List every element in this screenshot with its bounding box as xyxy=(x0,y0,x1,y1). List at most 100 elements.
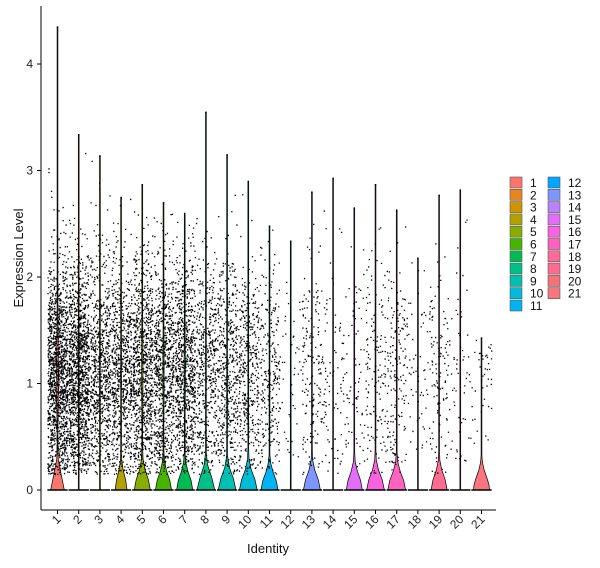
legend-swatch xyxy=(547,176,561,189)
cell-points-9 xyxy=(216,154,239,475)
axes xyxy=(40,6,496,511)
x-tick-label: 9 xyxy=(219,512,234,527)
legend-swatch xyxy=(509,238,523,250)
x-ticks: 1 2 3 4 5 6 7 8 9 10 11 12 13 14 15 16 17 18 19 20 21 xyxy=(49,510,488,532)
violin-group-11 xyxy=(259,225,281,491)
legend-item-13: 13 xyxy=(547,188,582,202)
x-tick-label: 3 xyxy=(91,512,106,527)
legend-item-4: 4 xyxy=(509,213,537,227)
legend-swatch xyxy=(547,189,561,201)
legend-swatch xyxy=(547,238,561,250)
legend-swatch xyxy=(509,287,523,300)
violin-group-15 xyxy=(344,207,366,491)
legend-swatch xyxy=(509,213,523,226)
legend-label: 18 xyxy=(568,250,582,264)
violin-group-1 xyxy=(47,26,69,491)
cell-points-2 xyxy=(68,134,91,475)
legend-swatch xyxy=(547,213,561,226)
x-tick-label: 11 xyxy=(257,512,276,531)
legend-item-5: 5 xyxy=(509,225,537,239)
x-tick-label: 2 xyxy=(70,512,85,527)
violin-14 xyxy=(332,177,334,491)
x-tick-label: 13 xyxy=(299,512,319,532)
x-tick-label: 1 xyxy=(49,512,64,527)
cell-points-11 xyxy=(259,225,281,475)
legend-swatch xyxy=(547,201,561,213)
legend-swatch xyxy=(509,299,523,312)
legend-label: 4 xyxy=(530,213,537,227)
legend-item-10: 10 xyxy=(509,287,544,301)
cell-points-5 xyxy=(132,184,154,475)
cell-points-3 xyxy=(89,155,112,475)
legend-swatch xyxy=(547,225,561,238)
y-tick-label: 0 xyxy=(26,483,33,497)
legend-label: 11 xyxy=(530,299,543,313)
x-tick-label: 20 xyxy=(447,512,467,532)
violin-group-3 xyxy=(89,155,112,491)
violin-group-20 xyxy=(450,189,472,491)
x-tick-label: 12 xyxy=(277,512,297,532)
legend-item-6: 6 xyxy=(509,238,537,252)
cell-points-6 xyxy=(153,202,175,475)
legend-label: 3 xyxy=(530,201,537,215)
legend-item-9: 9 xyxy=(509,274,537,288)
violin-group-19 xyxy=(428,194,451,491)
violin-group-21 xyxy=(471,337,493,491)
x-tick-label: 7 xyxy=(176,512,191,527)
violin-group-18 xyxy=(407,257,429,491)
x-tick-label: 10 xyxy=(235,512,255,532)
legend-item-7: 7 xyxy=(509,250,537,264)
legend-swatch xyxy=(509,176,523,189)
legend-label: 7 xyxy=(530,250,537,264)
legend-swatch xyxy=(547,287,561,300)
violin-group-8 xyxy=(195,111,218,491)
legend-item-8: 8 xyxy=(509,262,537,276)
legend-item-15: 15 xyxy=(547,213,582,227)
violin-13 xyxy=(302,191,321,491)
legend-swatch xyxy=(547,262,561,275)
violin-21 xyxy=(473,337,490,491)
cell-points-10 xyxy=(238,181,260,475)
legend-item-21: 21 xyxy=(547,287,582,301)
cell-points-1 xyxy=(47,26,69,476)
legend-item-18: 18 xyxy=(547,250,582,264)
legend-swatch xyxy=(547,250,561,263)
x-tick-label: 16 xyxy=(362,512,382,532)
legend-label: 6 xyxy=(530,238,537,252)
legend-label: 14 xyxy=(568,201,582,215)
y-ticks: 0 1 2 3 4 xyxy=(26,57,41,497)
cell-points-16 xyxy=(365,184,387,474)
violin-group-9 xyxy=(216,154,239,491)
x-axis-title: Identity xyxy=(247,541,289,556)
x-tick-label: 15 xyxy=(341,512,361,532)
legend-item-1: 1 xyxy=(509,176,537,190)
x-tick-label: 6 xyxy=(155,512,170,527)
legend-item-16: 16 xyxy=(547,225,582,239)
legend-item-19: 19 xyxy=(547,262,582,276)
violin-group-2 xyxy=(68,133,91,491)
violin-group-10 xyxy=(238,180,260,491)
legend-label: 15 xyxy=(568,213,582,227)
violin-18 xyxy=(417,257,419,491)
cell-points-15 xyxy=(344,207,366,468)
y-tick-label: 3 xyxy=(26,164,33,178)
legend-swatch xyxy=(509,201,523,213)
cell-points-12 xyxy=(281,240,302,458)
legend-swatch xyxy=(509,262,523,275)
legend-label: 8 xyxy=(530,262,537,276)
legend-item-20: 20 xyxy=(547,274,582,288)
legend-label: 1 xyxy=(530,176,537,190)
cell-points-7 xyxy=(174,213,197,474)
legend-label: 12 xyxy=(568,176,582,190)
legend-swatch xyxy=(547,275,561,287)
x-tick-label: 5 xyxy=(134,512,149,527)
legend-swatch xyxy=(509,275,523,287)
legend-item-12: 12 xyxy=(547,176,582,190)
violin-group-12 xyxy=(280,240,302,491)
legend-label: 19 xyxy=(568,262,582,276)
violin-group-16 xyxy=(365,183,387,491)
legend-label: 21 xyxy=(568,287,582,301)
legend-item-11: 11 xyxy=(509,299,543,313)
